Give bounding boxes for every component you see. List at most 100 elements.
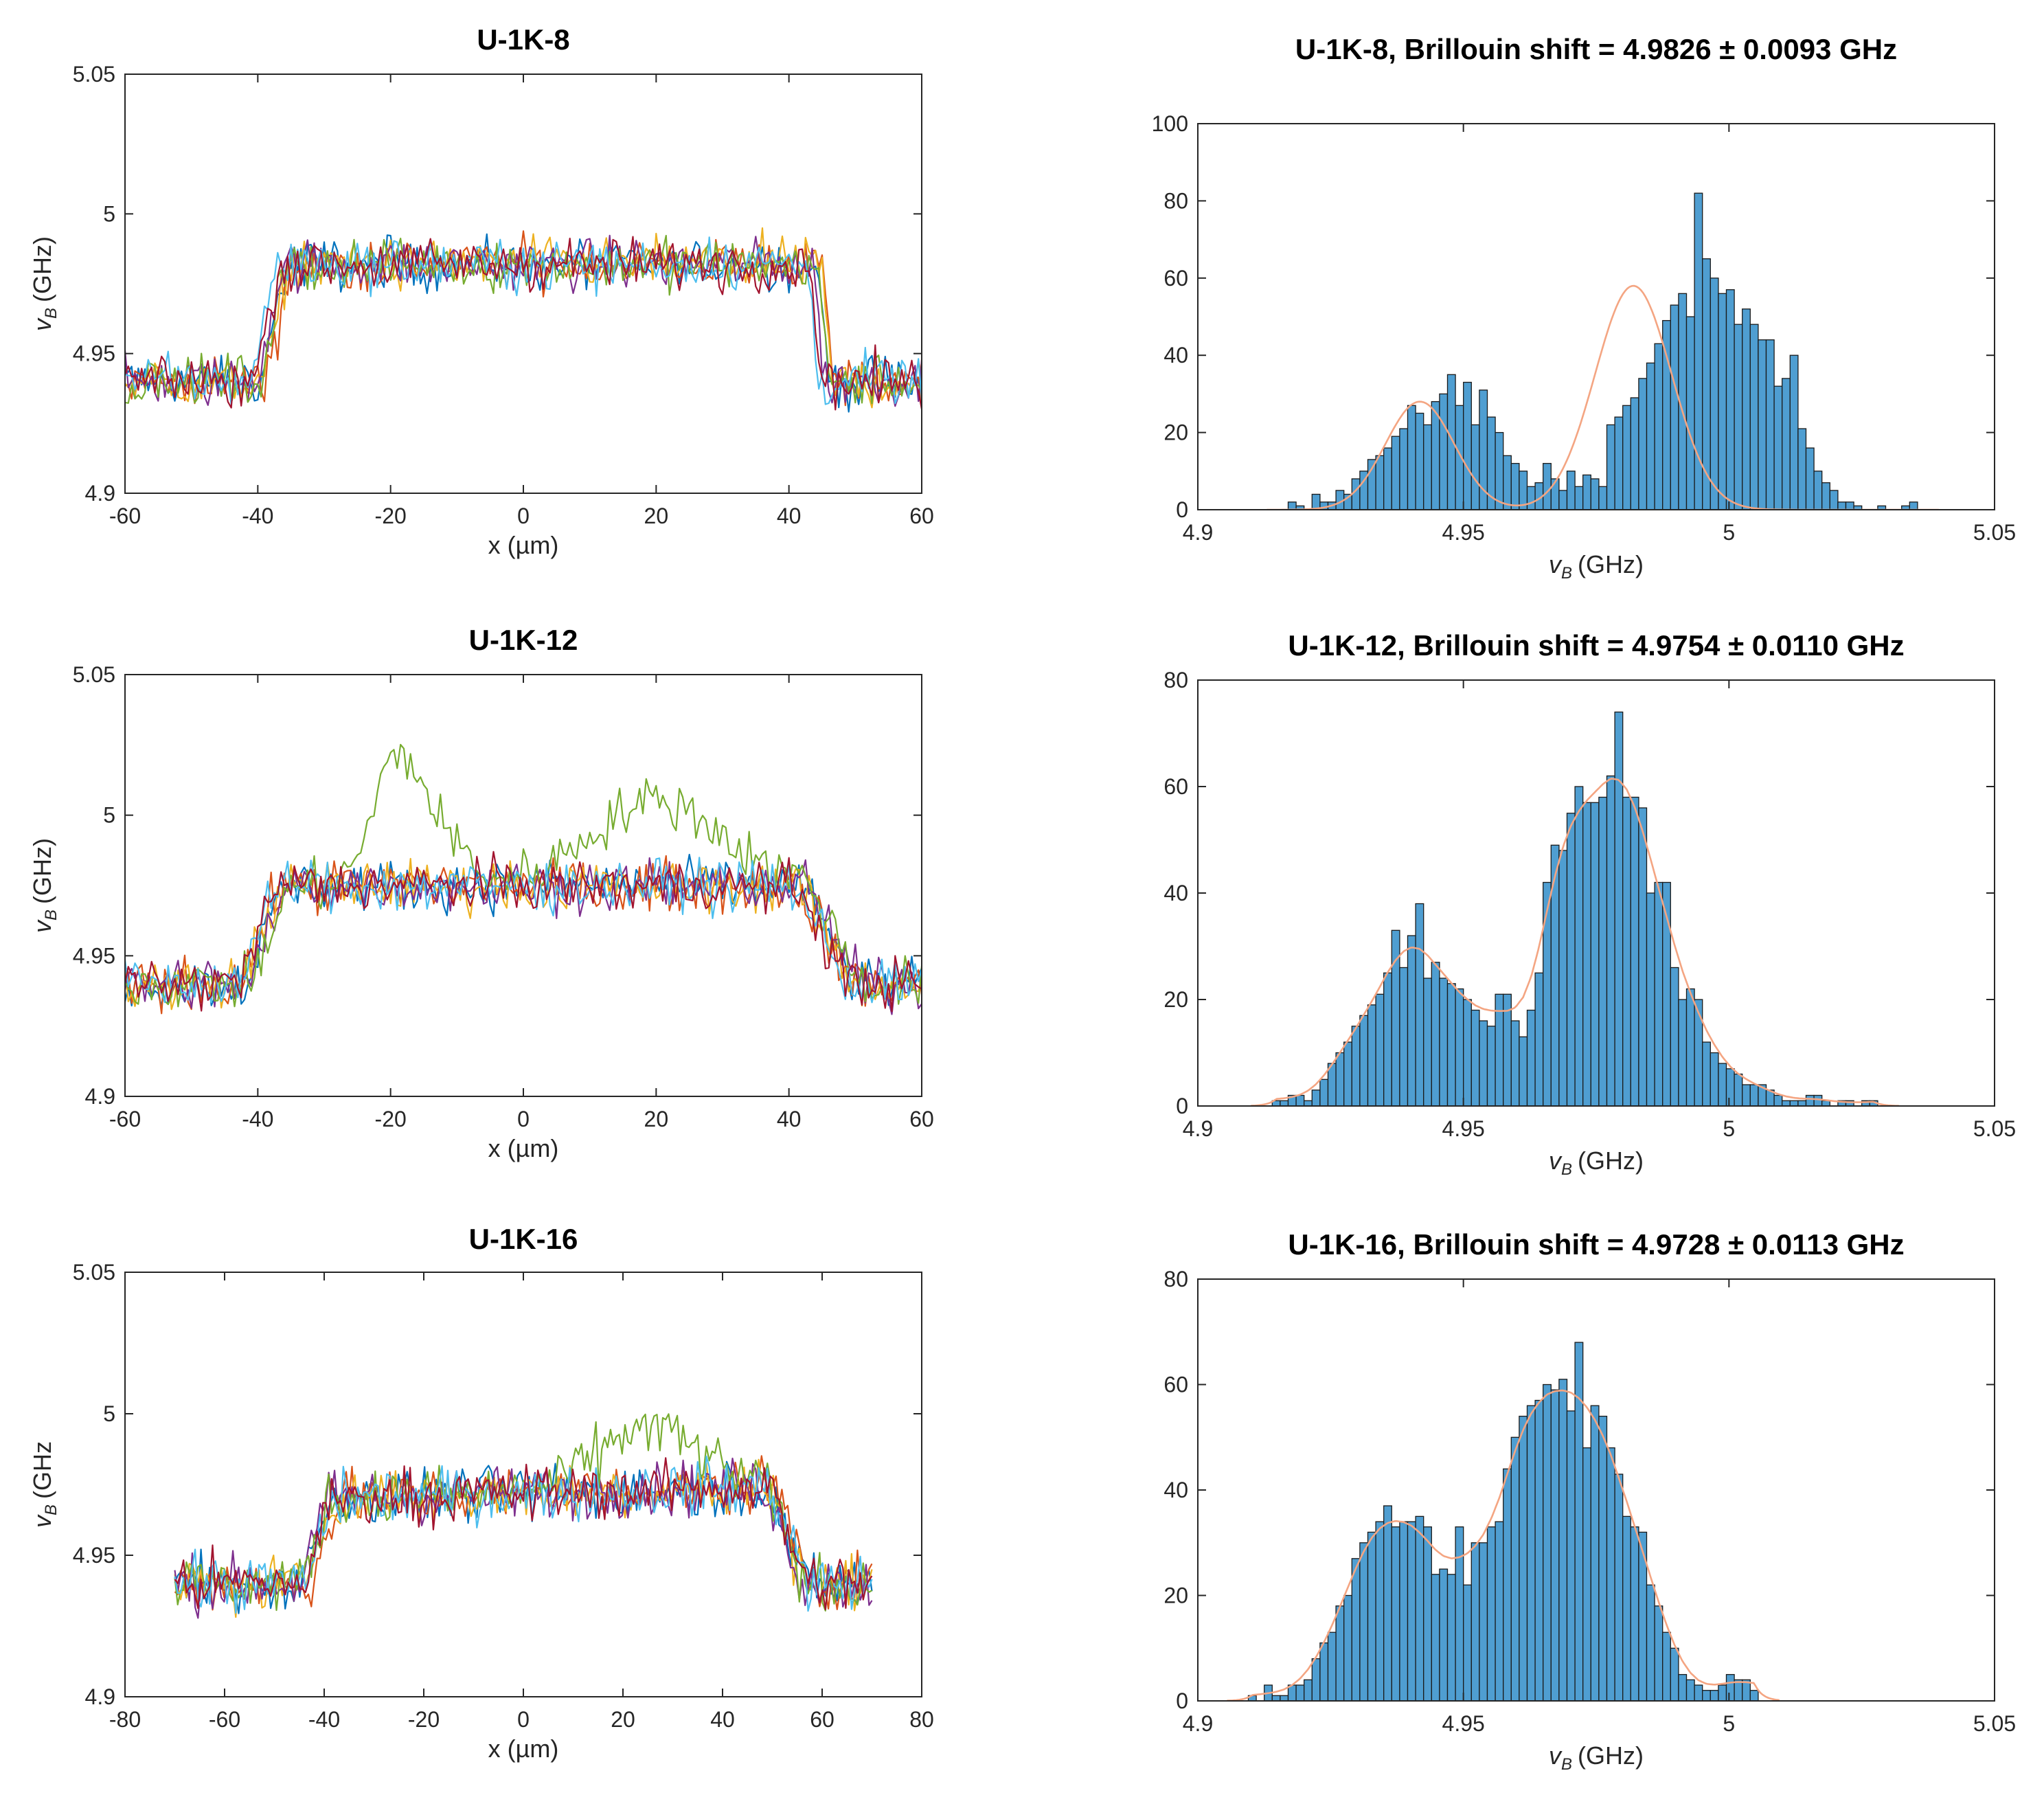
chart-6: U-1K-16, Brillouin shift = 4.9728 ± 0.01… [1163,1228,2016,1774]
y-label-symbol: v [28,919,56,933]
series-line-4 [125,857,922,1015]
histogram-bar [1367,1004,1376,1106]
histogram-bar [1718,1063,1727,1106]
x-label-symbol: v [1549,1741,1563,1770]
histogram-bar [1295,1684,1305,1701]
x-tick-label: 60 [810,1707,834,1732]
x-tick-label: -40 [242,1107,273,1131]
histogram-bar [1495,1521,1504,1701]
histogram-bar [1782,1100,1791,1106]
histogram-bar [1622,405,1631,510]
histogram-bar [1574,486,1584,510]
histogram-bar [1821,1100,1830,1106]
histogram-bar [1486,1526,1496,1701]
histogram-bar [1821,482,1830,510]
x-tick-label: 20 [644,1107,669,1131]
histogram-bar [1622,796,1631,1106]
histogram-bar [1463,1584,1472,1701]
histogram-bar [1606,424,1615,510]
fit-curve [1227,1389,1780,1701]
histogram-bar [1534,972,1544,1106]
y-tick-label: 5.05 [73,662,115,687]
histogram-bar [1909,501,1918,510]
y-label-unit: (GHz [28,1441,56,1499]
histogram-bar [1558,850,1568,1106]
histogram-bar [1758,339,1767,510]
histogram-bar [1813,1094,1823,1106]
histogram-bar [1431,400,1440,510]
histogram-bar [1646,892,1655,1106]
histogram-bar [1359,1542,1369,1701]
histogram-bar [1431,962,1440,1106]
histogram-bar [1654,1605,1663,1701]
histogram-bar [1343,1594,1352,1701]
y-label-subscript: B [42,1504,60,1515]
chart-title: U-1K-8 [477,23,569,56]
histogram-bar [1829,490,1839,510]
x-tick-label: 0 [517,504,530,528]
histogram-bar [1742,308,1751,510]
x-tick-label: -20 [408,1707,440,1732]
histogram-bar [1789,1100,1799,1106]
histogram-bar [1311,1658,1321,1701]
y-tick-label: 20 [1163,1583,1188,1608]
histogram-bar [1710,1052,1719,1106]
y-tick-label: 40 [1163,881,1188,905]
histogram-bar [1685,988,1695,1106]
y-tick-label: 4.9 [85,481,115,506]
histogram-bar [1311,1090,1321,1106]
x-axis-label: x (µm) [488,1735,559,1763]
histogram-bar [1734,324,1743,510]
fit-curve [1251,778,1899,1106]
histogram-bar [1439,1568,1449,1701]
histogram-bar [1710,1690,1719,1701]
histogram-bar [1304,1679,1313,1701]
x-tick-label: 0 [517,1707,530,1732]
histogram-bar [1877,505,1887,510]
histogram-bar [1622,1515,1631,1701]
x-tick-label: -60 [209,1707,240,1732]
chart-4: U-1K-12, Brillouin shift = 4.9754 ± 0.01… [1163,629,2016,1179]
histogram-bar [1837,501,1847,510]
histogram-bar [1797,1100,1807,1106]
histogram-bar [1606,1447,1615,1701]
y-tick-label: 100 [1152,111,1188,136]
chart-1: U-1K-8 -60 -40 -20 0 20 40 60 4.9 4.95 5 5.05 x (µm)… [28,23,934,559]
histogram-bar [1439,978,1449,1106]
x-label-symbol: v [1549,1147,1563,1175]
plot-area [1267,192,1939,510]
histogram-bar [1519,1415,1528,1701]
histogram-bar [1590,802,1600,1106]
histogram-bar [1399,967,1409,1106]
histogram-bar [1510,1020,1520,1106]
plot-area [1251,711,1899,1106]
histogram-bar [1327,1632,1337,1701]
x-tick-label: 4.9 [1183,1116,1213,1141]
x-axis-label: x (µm) [488,1134,559,1162]
y-tick-label: 5 [103,1401,115,1426]
x-tick-label: 5 [1723,520,1735,545]
histogram-bar [1630,397,1639,510]
histogram-bar [1566,471,1576,510]
chart-title: U-1K-12, Brillouin shift = 4.9754 ± 0.01… [1288,629,1904,662]
histogram-bar [1526,1405,1536,1701]
x-tick-label: -60 [109,1107,141,1131]
chart-title: U-1K-12 [469,624,578,656]
axes-box [1197,123,1995,510]
x-tick-label: 20 [644,504,669,528]
x-label-unit: (GHz) [1578,1147,1644,1175]
histogram-bar [1797,428,1807,510]
histogram-bar [1351,1026,1361,1106]
y-tick-label: 4.95 [73,341,115,366]
histogram-bar [1614,1474,1624,1701]
y-tick-label: 0 [1176,1689,1188,1713]
histogram-bar [1510,1436,1520,1701]
histogram-bar [1335,1605,1345,1701]
y-tick-label: 5.05 [73,1260,115,1285]
histogram-bar [1319,1079,1329,1106]
histogram-bar [1519,1036,1528,1106]
y-tick-label: 4.95 [73,943,115,968]
x-axis-label: vB (GHz) [1549,1147,1644,1179]
y-tick-label: 4.9 [85,1084,115,1109]
histogram-bar [1543,881,1552,1106]
